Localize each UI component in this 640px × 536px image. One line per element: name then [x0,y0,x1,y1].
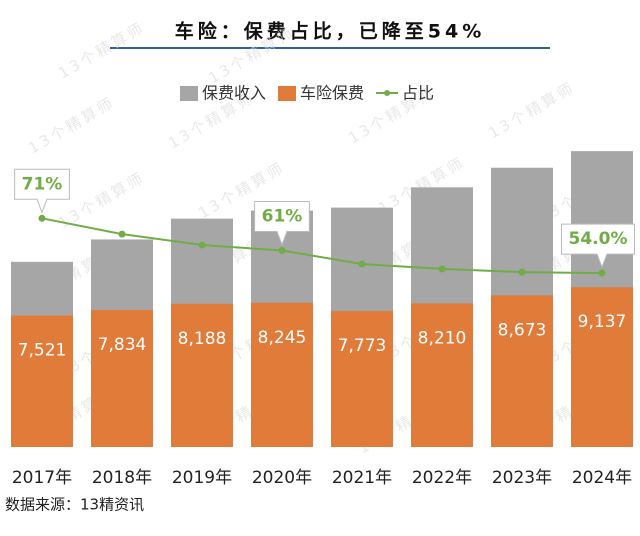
data-label: 8,188 [178,329,227,349]
source-note: 数据来源：13精资讯 [5,496,144,514]
bar [91,310,153,447]
x-tick-label: 2018年 [92,468,152,488]
x-tick-label: 2019年 [172,468,232,488]
data-label: 7,773 [338,336,387,356]
data-label: 8,245 [258,328,307,348]
x-tick-label: 2022年 [412,468,472,488]
line-point [198,241,206,249]
watermark: 13个精算师 [25,93,118,157]
line-point [518,268,526,276]
x-tick-label: 2020年 [252,468,312,488]
x-tick-label: 2024年 [572,468,632,488]
x-tick-label: 2023年 [492,468,552,488]
callout [561,223,635,269]
bar [251,302,313,447]
legend-label: 车险保费 [300,84,364,103]
legend-label: 占比 [402,84,434,103]
chart-title: 车险：保费占比，已降至54% [175,20,485,43]
line-point [118,230,126,238]
callout [254,201,310,246]
bar [331,311,393,447]
legend-label: 保费收入 [202,84,266,103]
line-point [438,265,446,273]
x-tick-label: 2021年 [332,468,392,488]
line-point [38,214,46,222]
line [41,217,603,275]
watermark: 13个精算师 [55,18,148,82]
legend-swatch [180,86,198,101]
bar [11,315,73,447]
data-label: 8,210 [418,328,467,348]
data-label: 8,673 [498,320,547,340]
line-point [278,247,286,255]
line-point [358,260,366,268]
data-label: 7,521 [18,340,67,360]
data-label: 61% [262,207,303,227]
data-label: 54.0% [569,229,628,249]
data-label: 7,834 [98,335,147,355]
bar [491,295,553,447]
data-label: 71% [22,174,63,194]
callout [14,168,70,214]
bar [171,303,233,447]
data-label: 9,137 [578,312,627,332]
x-tick-label: 2017年 [12,468,72,488]
legend-swatch [384,90,391,96]
bar [571,287,633,447]
bar [411,303,473,447]
line-point [598,269,606,277]
legend-swatch [278,86,297,101]
watermark: 13个精算师 [485,78,578,142]
